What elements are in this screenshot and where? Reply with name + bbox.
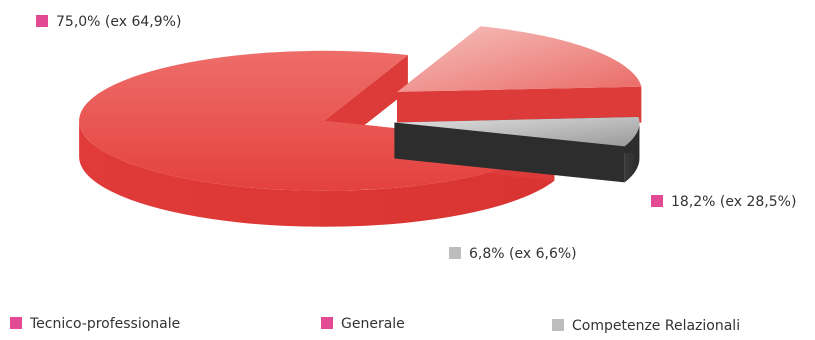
data-label-competenze: 6,8% (ex 6,6%)	[449, 246, 577, 262]
legend-swatch-icon	[10, 317, 22, 329]
legend-item-competenze: Competenze Relazionali	[552, 318, 740, 334]
data-label-tecnico: 75,0% (ex 64,9%)	[36, 14, 181, 30]
pie-slice-generale	[397, 26, 642, 129]
pie-slice-generale-top	[397, 26, 642, 93]
legend-swatch-icon	[552, 319, 564, 331]
pie-slice-competenze-face	[394, 122, 625, 183]
data-label-generale: 18,2% (ex 28,5%)	[651, 194, 796, 210]
pie-slice-tecnico-side	[79, 120, 555, 227]
data-label-swatch	[651, 195, 663, 207]
pie-slice-competenze	[394, 116, 640, 183]
legend-swatch-icon	[321, 317, 333, 329]
data-label-swatch	[449, 247, 461, 259]
pie-slice-competenze-top	[394, 116, 640, 147]
data-label-swatch	[36, 15, 48, 27]
legend-item-tecnico: Tecnico-professionale	[10, 316, 180, 332]
pie-slice-generale-face	[397, 86, 642, 129]
legend-item-generale: Generale	[321, 316, 405, 332]
